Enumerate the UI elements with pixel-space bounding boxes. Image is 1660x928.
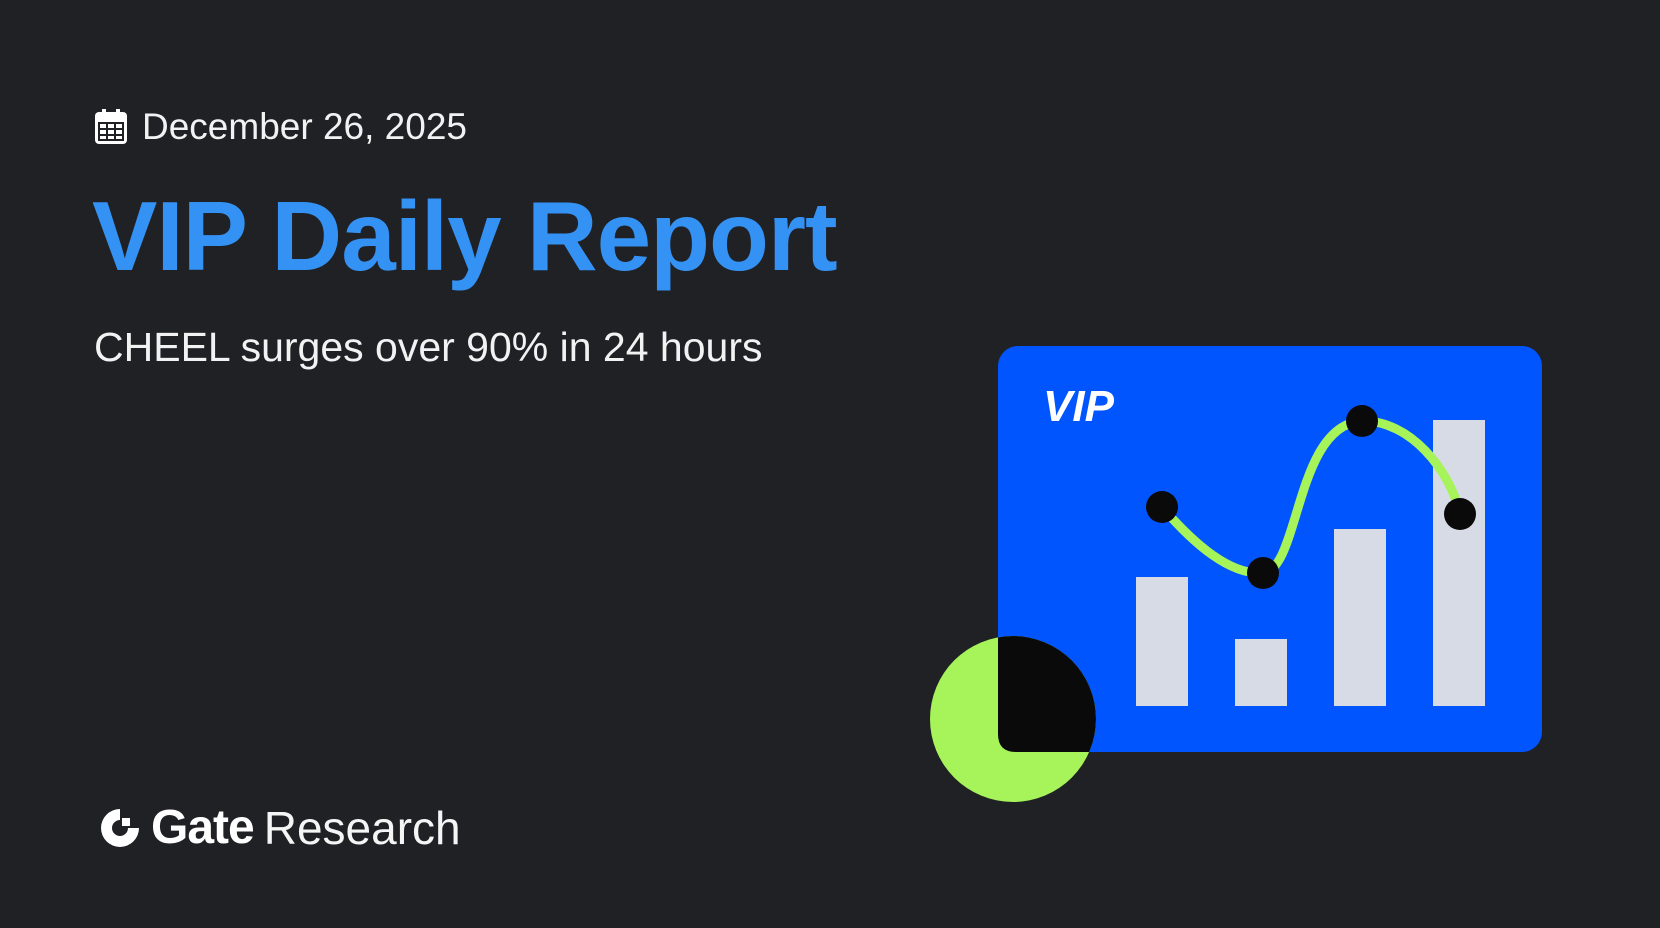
trend-dot xyxy=(1247,557,1279,589)
brand-name: Gate xyxy=(151,801,255,854)
trend-dot xyxy=(1444,498,1476,530)
page-subtitle: CHEEL surges over 90% in 24 hours xyxy=(94,324,763,370)
illustration-card xyxy=(998,346,1542,752)
vip-badge: VIP xyxy=(1043,382,1115,431)
date-row: December 26, 2025 xyxy=(94,106,467,148)
brand-logo: Gate Research xyxy=(99,800,461,855)
black-quarter-decoration xyxy=(998,636,1096,752)
trend-line xyxy=(1157,416,1465,578)
bar-3 xyxy=(1334,529,1386,706)
trend-dot xyxy=(1346,405,1378,437)
bar-2 xyxy=(1235,639,1287,706)
trend-dot xyxy=(1146,491,1178,523)
gate-logo-icon xyxy=(101,808,139,847)
brand-suffix: Research xyxy=(263,801,461,854)
page-title: VIP Daily Report xyxy=(92,181,838,291)
report-date: December 26, 2025 xyxy=(142,106,467,147)
calendar-icon xyxy=(95,109,127,144)
bar-1 xyxy=(1136,577,1188,706)
